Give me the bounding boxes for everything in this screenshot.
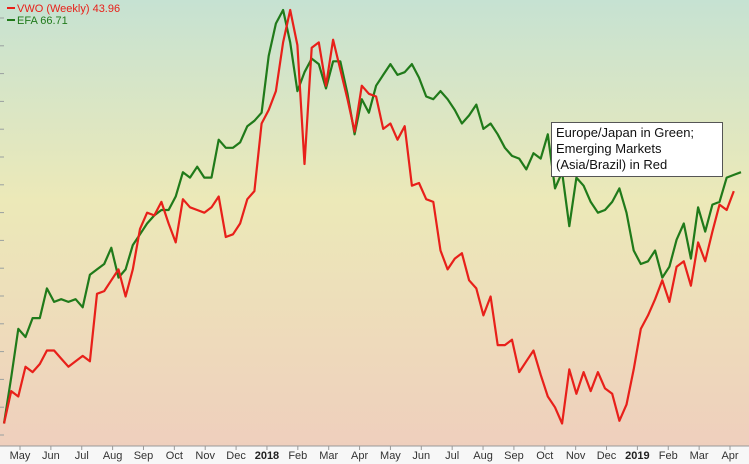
x-axis-ticks: May Jun Jul Aug Sep Oct Nov Dec 2018 Feb Mar Apr May… [10, 446, 739, 462]
x-tick-label: Sep [134, 450, 154, 462]
x-tick-label: Oct [536, 450, 553, 462]
x-tick-label: Apr [721, 450, 738, 462]
y-axis-ticks [0, 17, 4, 436]
x-tick-label: Feb [659, 450, 678, 462]
legend-entry: VWO (Weekly) 43.96 [17, 3, 120, 15]
x-tick-label: Mar [319, 450, 338, 462]
x-tick-label: Aug [473, 450, 493, 462]
annotation-line-3: (Asia/Brazil) in Red [556, 157, 668, 172]
x-tick-label: Jul [75, 450, 89, 462]
legend-entry: EFA 66.71 [17, 15, 68, 27]
x-tick-label: Jun [42, 450, 60, 462]
x-tick-label: Mar [690, 450, 709, 462]
annotation-line-1: Europe/Japan in Green; [556, 125, 695, 140]
x-tick-label: Dec [226, 450, 246, 462]
x-tick-label: Jul [445, 450, 459, 462]
series-line-vwo [2, 8, 735, 425]
x-axis-band [0, 446, 749, 464]
x-tick-label: Nov [195, 450, 215, 462]
series-layer [2, 8, 742, 425]
x-tick-label: Jun [412, 450, 430, 462]
x-tick-label: Dec [597, 450, 617, 462]
x-tick-label: May [10, 450, 31, 462]
series-line-efa [2, 8, 742, 424]
annotation-line-2: Emerging Markets [556, 141, 662, 156]
x-tick-label: Oct [166, 450, 183, 462]
annotation-box: Europe/Japan in Green; Emerging Markets … [551, 122, 723, 177]
x-tick-label: Sep [504, 450, 524, 462]
plot-background [0, 0, 749, 446]
x-tick-label: 2019 [625, 450, 649, 462]
x-tick-label: Feb [288, 450, 307, 462]
x-tick-label: Nov [566, 450, 586, 462]
x-tick-label: 2018 [255, 450, 279, 462]
x-tick-label: May [380, 450, 401, 462]
x-tick-label: Aug [103, 450, 123, 462]
x-tick-label: Apr [351, 450, 368, 462]
